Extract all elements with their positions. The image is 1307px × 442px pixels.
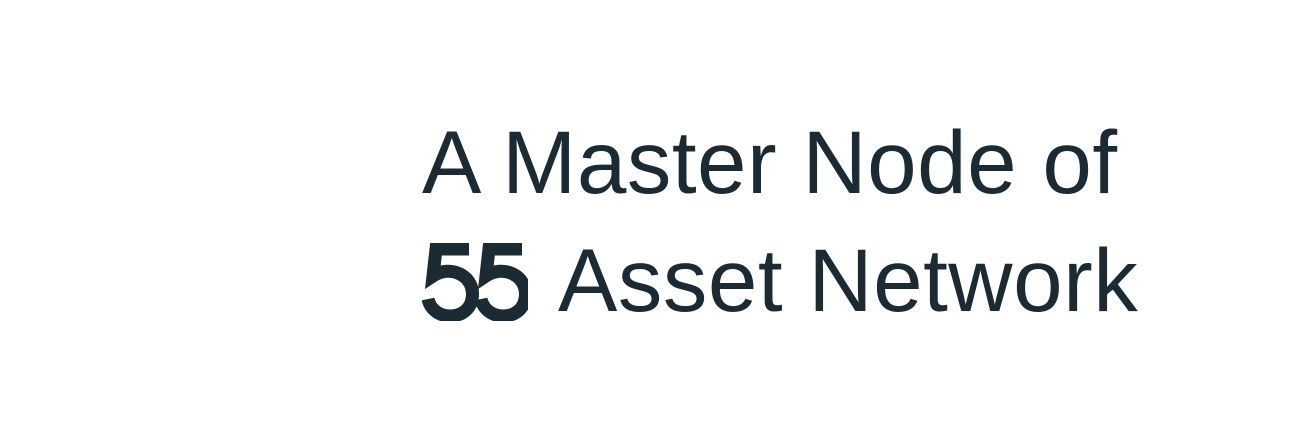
- headline-line-2-text: Asset Network: [558, 230, 1139, 330]
- headline-line-2: Asset Network: [422, 230, 1138, 330]
- fifty-five-logo-icon: [422, 243, 528, 321]
- headline-line-1: A Master Node of: [422, 112, 1118, 212]
